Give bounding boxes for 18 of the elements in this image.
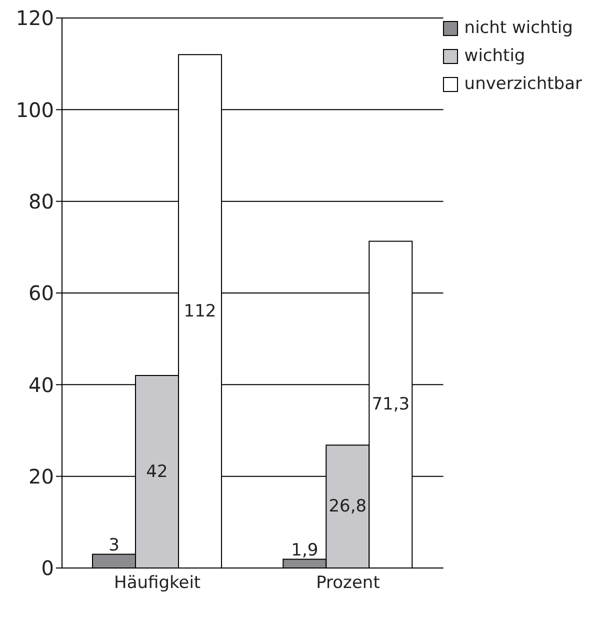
data-label: 26,8 <box>328 496 367 517</box>
y-tick-label: 120 <box>16 6 54 30</box>
legend-label: unverzichtbar <box>464 74 582 94</box>
y-tick-label: 40 <box>28 372 54 397</box>
legend-label: wichtig <box>464 46 526 66</box>
y-tick-label: 100 <box>16 98 54 122</box>
y-tick-label: 60 <box>28 281 54 306</box>
y-tick-label: 80 <box>28 189 54 214</box>
data-label: 71,3 <box>372 394 410 415</box>
y-tick-label: 20 <box>28 464 54 488</box>
data-label: 1,9 <box>291 540 318 560</box>
data-label: 3 <box>108 535 120 556</box>
data-label: 42 <box>146 462 168 482</box>
x-tick-label: Prozent <box>316 573 380 594</box>
legend-label: nicht wichtig <box>464 18 573 38</box>
data-label: 112 <box>184 301 216 322</box>
x-tick-label: Häufigkeit <box>114 573 201 594</box>
y-tick-label: 0 <box>41 556 54 580</box>
